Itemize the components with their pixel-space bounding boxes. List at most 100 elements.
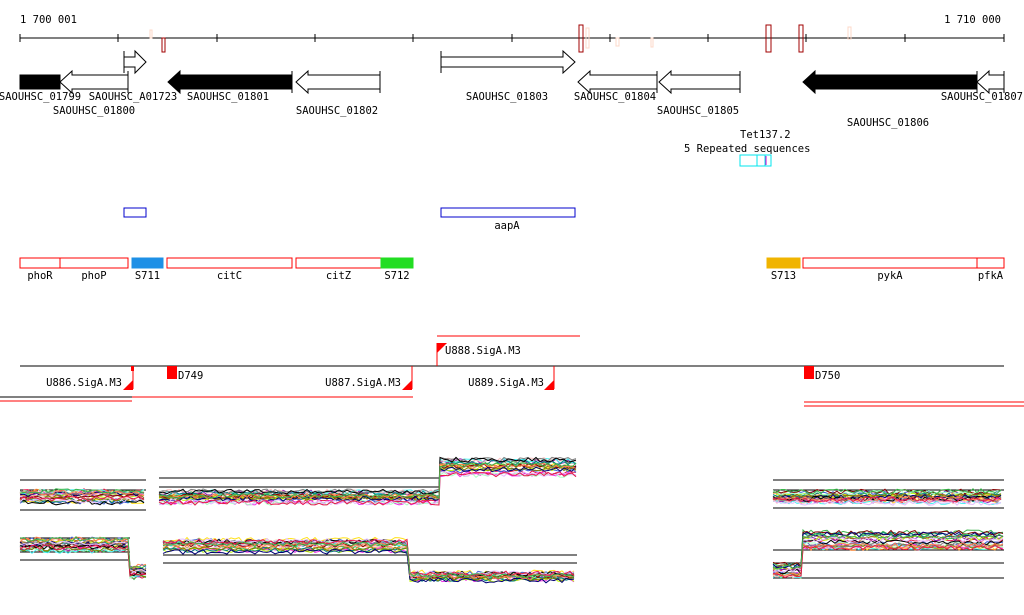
feature-aapA[interactable]	[440, 207, 576, 218]
gene-track: SAOUHSC_01799 SAOUHSC_01800 SAOUHSC_A01723…	[0, 49, 1023, 129]
promoter-label: D749	[178, 370, 203, 382]
gene-saouhsc_01803[interactable]: SAOUHSC_01803	[440, 49, 576, 103]
gene-saouhsc_01804[interactable]: SAOUHSC_01804	[574, 69, 658, 103]
variant-mark[interactable]	[585, 27, 590, 49]
region-s711[interactable]	[131, 257, 164, 269]
expression-profile-line	[772, 544, 1004, 579]
gene-saouhsc_01806[interactable]: SAOUHSC_01806	[802, 69, 978, 129]
promoter-track: U886.SigA.M3 D749 U887.SigA.M3 U888.SigA.M3…	[0, 335, 1024, 407]
region-pyka[interactable]	[802, 257, 978, 269]
gene-arrow-icon[interactable]	[123, 49, 147, 75]
expression-profile-line	[19, 489, 145, 496]
promoter-arrow-icon[interactable]	[123, 380, 133, 390]
gene-label: SAOUHSC_01801	[187, 91, 269, 103]
gene-arrow-icon[interactable]	[295, 69, 381, 95]
expression-profile-line	[19, 495, 145, 502]
region-phor[interactable]	[19, 257, 61, 269]
expression-profile-line	[158, 456, 577, 495]
gene-saouhsc_01802[interactable]: SAOUHSC_01802	[295, 69, 381, 117]
expression-profile-line	[19, 488, 145, 494]
gene-label: SAOUHSC_01803	[466, 91, 548, 103]
terminator-icon[interactable]	[804, 366, 814, 379]
region-label: phoP	[81, 270, 106, 282]
gene-saouhsc_01799[interactable]: SAOUHSC_01799	[0, 74, 81, 103]
expression-profile-line	[158, 456, 577, 495]
gene-label: SAOUHSC_A01723	[89, 91, 178, 103]
expression-profile-line	[158, 462, 577, 500]
variant-mark[interactable]	[847, 26, 852, 40]
promoter-label: U889.SigA.M3	[468, 377, 544, 389]
filled-gene-arrow-icon[interactable]	[802, 69, 978, 95]
expression-profile-line	[158, 466, 577, 502]
region-label: phoR	[27, 270, 53, 282]
expression-profile-line	[162, 537, 575, 577]
gene-arrow-icon[interactable]	[577, 69, 658, 95]
expression-profile-line	[158, 467, 577, 503]
variant-mark[interactable]	[578, 24, 584, 53]
gene-label: SAOUHSC_01799	[0, 91, 81, 103]
region-pfka[interactable]	[976, 257, 1005, 269]
promoter-label: U887.SigA.M3	[325, 377, 401, 389]
expression-profile-line	[772, 531, 1004, 569]
expression-profile-line	[19, 535, 147, 570]
region-label: pykA	[877, 270, 903, 282]
region-citz[interactable]	[295, 257, 382, 269]
variant-mark[interactable]	[765, 24, 772, 53]
gene-saouhsc_a01723[interactable]: SAOUHSC_A01723	[89, 49, 178, 103]
expression-profile-line	[772, 541, 1004, 576]
filled-gene-arrow-icon[interactable]	[167, 69, 293, 95]
repeat-box[interactable]	[739, 154, 758, 167]
promoter-label: U886.SigA.M3	[46, 377, 122, 389]
expression-profile-line	[162, 548, 575, 584]
repeat-track: Tet137.2 5 Repeated sequences	[684, 129, 810, 167]
gene-saouhsc_01800[interactable]: SAOUHSC_01800	[53, 69, 135, 117]
promoter-arrow-icon[interactable]	[437, 343, 447, 353]
variant-mark[interactable]	[798, 24, 804, 53]
expression-profile-line	[772, 499, 1002, 506]
region-label: citC	[217, 270, 242, 282]
gene-label: SAOUHSC_01807	[941, 91, 1023, 103]
expression-profiles	[19, 456, 1004, 584]
region-track: phoR phoP S711 citC citZ S712 S713 pykA pfkA	[19, 257, 1005, 282]
expression-profile-line	[162, 538, 575, 577]
region-s713[interactable]	[766, 257, 801, 269]
expression-profile-line	[772, 488, 1002, 495]
filled-gene-arrow-icon[interactable]	[19, 74, 61, 90]
region-label: S713	[771, 270, 796, 282]
region-label: citZ	[326, 270, 351, 282]
gene-label: SAOUHSC_01805	[657, 105, 739, 117]
gene-arrow-icon[interactable]	[658, 69, 741, 95]
expression-profile-line	[162, 547, 575, 583]
gene-saouhsc_01801[interactable]: SAOUHSC_01801	[167, 69, 293, 103]
expression-profile-line	[772, 533, 1004, 570]
gene-saouhsc_01805[interactable]: SAOUHSC_01805	[657, 69, 741, 117]
gene-arrow-icon[interactable]	[440, 49, 576, 75]
repeat-box[interactable]	[764, 154, 772, 167]
gene-arrow-icon[interactable]	[59, 69, 129, 95]
expression-profile-line	[162, 541, 575, 579]
promoter-arrow-icon[interactable]	[544, 380, 554, 390]
expression-profile-line	[158, 471, 577, 506]
repeat-label-b: 5 Repeated sequences	[684, 143, 810, 155]
region-phop[interactable]	[59, 257, 129, 269]
variant-mark[interactable]	[650, 37, 654, 48]
variant-mark[interactable]	[615, 37, 620, 47]
variant-mark[interactable]	[149, 29, 153, 39]
expression-profile-line	[772, 499, 1002, 506]
gene-label: SAOUHSC_01804	[574, 91, 656, 103]
feature-box[interactable]	[123, 207, 147, 218]
expression-profile-line	[19, 540, 147, 573]
ruler-track: 1 700 001 1 710 000	[19, 14, 1005, 53]
region-label: S711	[135, 270, 160, 282]
gene-saouhsc_01807[interactable]: SAOUHSC_01807	[941, 69, 1023, 103]
region-s712[interactable]	[380, 257, 414, 269]
promoter-label: D750	[815, 370, 840, 382]
repeat-box[interactable]	[756, 154, 766, 167]
variant-mark[interactable]	[161, 37, 166, 53]
expression-profile-line	[162, 545, 575, 582]
gene-arrow-icon[interactable]	[976, 69, 1005, 95]
terminator-icon[interactable]	[167, 366, 177, 379]
region-citc[interactable]	[166, 257, 293, 269]
promoter-arrow-icon[interactable]	[402, 380, 412, 390]
